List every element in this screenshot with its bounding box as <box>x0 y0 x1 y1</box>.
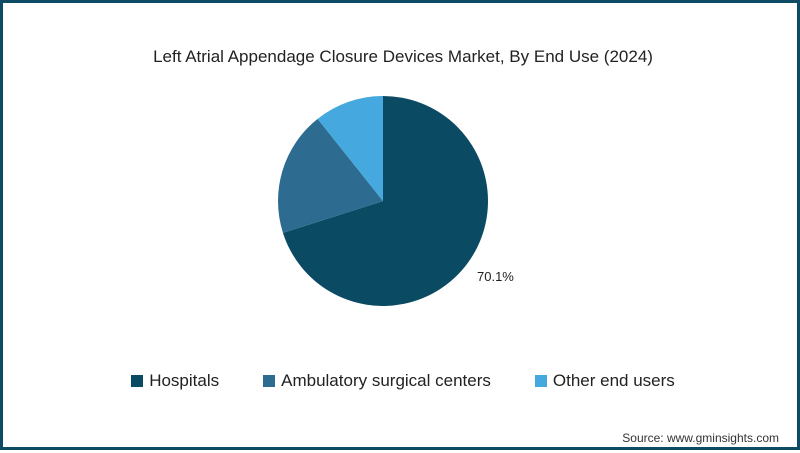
legend-swatch-ambulatory <box>263 375 276 387</box>
legend-item-other: Other end users <box>534 371 675 391</box>
legend-item-hospitals: Hospitals <box>131 371 219 391</box>
legend-label: Other end users <box>552 371 675 390</box>
legend-item-ambulatory: Ambulatory surgical centers <box>263 371 491 391</box>
legend-swatch-hospitals <box>131 375 144 387</box>
legend-label: Ambulatory surgical centers <box>281 371 491 390</box>
legend-label: Hospitals <box>149 371 220 390</box>
source-note: Source: www.gminsights.com <box>622 431 779 445</box>
legend: Hospitals Ambulatory surgical centers Ot… <box>3 371 800 391</box>
pie-chart <box>277 96 488 306</box>
chart-title: Left Atrial Appendage Closure Devices Ma… <box>153 47 653 66</box>
pie-slice-other <box>317 96 383 201</box>
legend-swatch-other <box>534 375 547 387</box>
pie-slice-hospitals <box>282 96 488 306</box>
pie-slice-ambulatory <box>277 118 383 233</box>
data-label-hospitals: 70.1% <box>477 269 514 284</box>
